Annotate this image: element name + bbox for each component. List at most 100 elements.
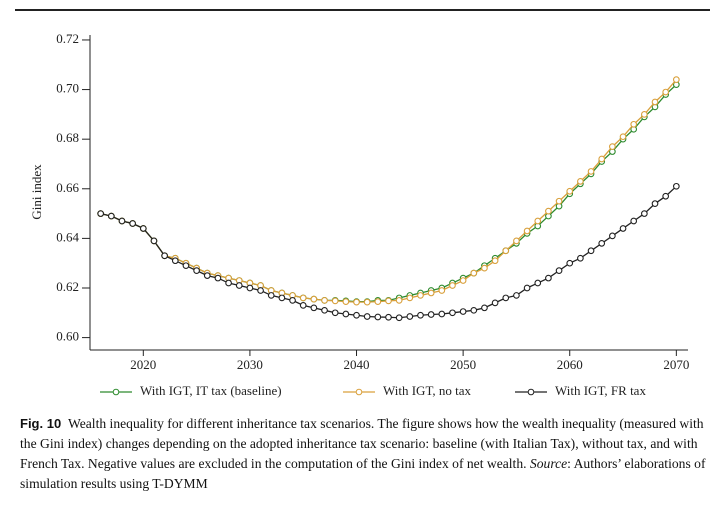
y-tick-label: 0.68 — [56, 130, 79, 145]
y-tick-label: 0.70 — [56, 81, 79, 96]
data-point — [107, 212, 115, 220]
data-point — [406, 294, 414, 302]
data-point — [449, 309, 456, 317]
data-point — [609, 232, 616, 240]
data-point — [651, 98, 659, 106]
legend-marker — [112, 388, 120, 396]
data-point — [459, 308, 467, 315]
data-point — [641, 210, 648, 217]
data-point — [545, 274, 552, 282]
data-point — [257, 287, 264, 294]
data-point — [523, 227, 531, 235]
data-point — [555, 197, 563, 205]
data-point — [235, 282, 243, 289]
data-point — [299, 294, 307, 302]
data-point — [662, 192, 670, 200]
data-point — [321, 306, 328, 314]
data-point — [331, 309, 339, 317]
data-point — [321, 297, 328, 304]
data-point — [139, 225, 147, 232]
data-point — [449, 282, 456, 289]
data-point — [374, 313, 382, 321]
caption-label: Fig. 10 — [20, 416, 62, 431]
data-point — [598, 155, 606, 163]
data-point — [619, 133, 627, 141]
data-point — [278, 294, 286, 302]
data-point — [395, 297, 403, 304]
y-tick-label: 0.62 — [56, 279, 79, 294]
data-point — [417, 311, 424, 319]
data-point — [385, 313, 392, 321]
data-point — [566, 187, 574, 195]
data-point — [662, 88, 670, 96]
data-point — [470, 306, 478, 314]
data-point — [374, 298, 382, 305]
x-tick-label: 2050 — [450, 357, 476, 372]
y-tick-label: 0.64 — [56, 229, 79, 244]
data-point — [459, 277, 467, 284]
chart: Gini index 0.60 0.62 0.64 0.66 0.68 0.70 0.72 2… — [15, 9, 710, 398]
data-point — [609, 143, 616, 150]
data-point — [502, 247, 510, 255]
data-point — [310, 304, 318, 312]
y-axis-label: Gini index — [29, 164, 44, 220]
data-point — [353, 311, 360, 319]
data-point — [630, 217, 638, 225]
legend-marker — [355, 388, 363, 396]
caption: Fig. 10 Wealth inequality for different … — [20, 414, 710, 494]
data-point — [342, 298, 350, 305]
data-point — [513, 292, 520, 299]
data-point — [267, 292, 275, 299]
y-tick-label: 0.72 — [56, 31, 79, 46]
data-point — [225, 279, 232, 287]
data-point — [214, 274, 222, 282]
data-point — [203, 272, 211, 279]
data-point — [150, 237, 158, 245]
data-point — [598, 239, 606, 247]
legend-label: With IGT, no tax — [383, 383, 472, 398]
data-point — [193, 267, 200, 274]
x-tick-label: 2070 — [663, 357, 689, 372]
data-point — [630, 120, 638, 128]
data-point — [534, 279, 542, 287]
data-point — [491, 299, 499, 307]
data-point — [299, 302, 307, 309]
data-point — [438, 287, 446, 294]
data-point — [171, 257, 179, 265]
data-point — [619, 225, 627, 232]
data-point — [427, 311, 435, 318]
data-point — [566, 259, 574, 267]
data-point — [406, 313, 414, 320]
y-tick-label: 0.60 — [56, 329, 79, 344]
data-point — [417, 292, 424, 299]
legend-label: With IGT, IT tax (baseline) — [140, 383, 282, 398]
data-point — [246, 284, 254, 292]
data-point — [545, 207, 552, 215]
data-point — [363, 313, 371, 320]
data-point — [342, 310, 350, 318]
data-point — [182, 262, 190, 270]
data-point — [363, 298, 371, 306]
data-point — [672, 76, 680, 83]
data-point — [481, 304, 488, 312]
data-point — [523, 284, 531, 292]
source-text: : Authors’ elaborations of simulation re… — [20, 456, 706, 491]
data-point — [129, 220, 136, 227]
data-point — [395, 314, 403, 322]
data-point — [470, 269, 478, 277]
data-point — [577, 254, 584, 262]
x-tick-label: 2020 — [130, 357, 156, 372]
data-point — [587, 168, 595, 175]
data-point — [438, 310, 446, 318]
data-point — [577, 177, 584, 185]
source-label: Source — [529, 456, 568, 471]
x-tick-label: 2060 — [557, 357, 583, 372]
data-point — [97, 210, 105, 217]
data-point — [481, 264, 488, 272]
data-point — [641, 111, 648, 118]
caption-text: Wealth inequality for different inherita… — [20, 416, 704, 471]
data-point — [513, 237, 520, 245]
series-line — [100, 84, 677, 303]
data-point — [502, 294, 510, 302]
